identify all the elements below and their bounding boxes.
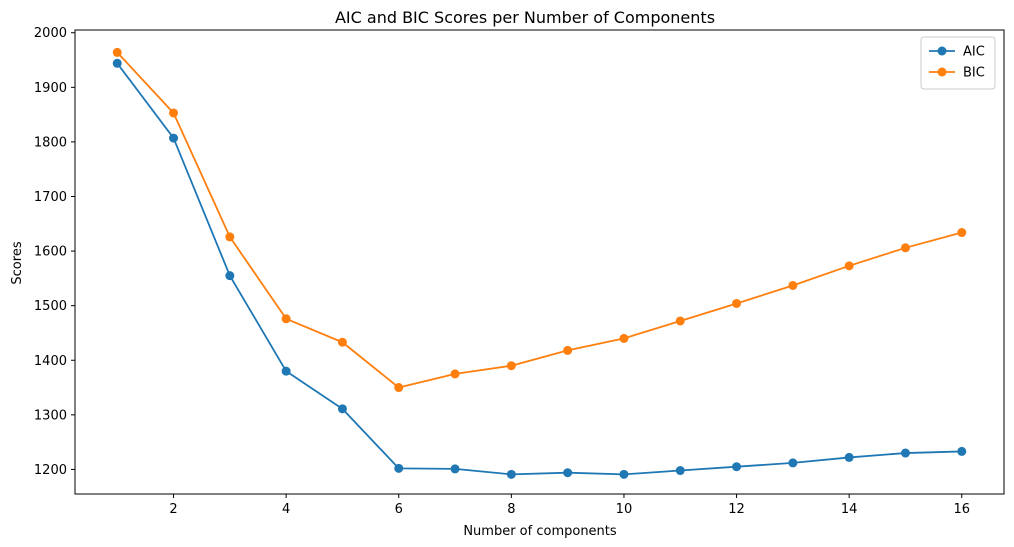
aic-data-point bbox=[900, 448, 910, 458]
bic-data-point bbox=[281, 314, 291, 324]
legend: AIC BIC bbox=[920, 36, 996, 90]
y-tick-label: 1700 bbox=[34, 190, 67, 205]
aic-data-point bbox=[957, 446, 967, 456]
aic-data-point bbox=[619, 469, 629, 479]
bic-data-point bbox=[675, 316, 685, 326]
chart-title: AIC and BIC Scores per Number of Compone… bbox=[335, 8, 715, 27]
x-tick-label: 4 bbox=[282, 502, 290, 517]
bic-data-point bbox=[563, 345, 573, 355]
aic-data-point bbox=[281, 366, 291, 376]
aic-legend-marker bbox=[937, 46, 947, 56]
bic-data-point bbox=[450, 369, 460, 379]
bic-data-point bbox=[619, 333, 629, 343]
aic-data-point bbox=[112, 58, 122, 68]
aic-legend-label: AIC bbox=[963, 45, 985, 60]
bic-data-point bbox=[169, 108, 179, 118]
x-tick-label: 16 bbox=[953, 502, 970, 517]
aic-data-point bbox=[732, 462, 742, 472]
y-tick-label: 1800 bbox=[34, 135, 67, 150]
x-axis-label: Number of components bbox=[463, 524, 617, 539]
y-tick-label: 1600 bbox=[34, 245, 67, 260]
aic-data-point bbox=[675, 466, 685, 476]
bic-data-point bbox=[732, 298, 742, 308]
aic-data-point bbox=[506, 469, 516, 479]
aic-data-point bbox=[788, 458, 798, 468]
bic-data-point bbox=[788, 280, 798, 290]
y-tick-label: 1500 bbox=[34, 299, 67, 314]
bic-data-point bbox=[900, 243, 910, 253]
y-tick-label: 1400 bbox=[34, 354, 67, 369]
axes-layer: 2 4 6 8 10 12 14 16 1200 1300 1400 1500 1600 1700 1800… bbox=[34, 26, 1005, 517]
bic-legend-marker bbox=[937, 67, 947, 77]
y-tick-label: 1300 bbox=[34, 408, 67, 423]
bic-legend-label: BIC bbox=[963, 66, 985, 81]
x-tick-label: 12 bbox=[728, 502, 745, 517]
bic-data-point bbox=[394, 383, 404, 393]
aic-data-point bbox=[169, 133, 179, 143]
x-tick-label: 6 bbox=[395, 502, 403, 517]
series-layer bbox=[112, 47, 967, 479]
aic-data-point bbox=[394, 463, 404, 473]
bic-data-point bbox=[506, 361, 516, 371]
aic-data-point bbox=[337, 404, 347, 414]
x-tick-label: 8 bbox=[507, 502, 515, 517]
y-tick-label: 2000 bbox=[34, 26, 67, 41]
x-tick-label: 2 bbox=[169, 502, 177, 517]
x-tick-label: 10 bbox=[616, 502, 633, 517]
y-tick-label: 1900 bbox=[34, 81, 67, 96]
aic-series-line bbox=[116, 62, 963, 476]
bic-series-line bbox=[116, 51, 963, 389]
y-axis-label: Scores bbox=[10, 241, 25, 284]
aic-data-point bbox=[563, 468, 573, 478]
aic-data-point bbox=[844, 452, 854, 462]
bic-data-point bbox=[337, 337, 347, 347]
aic-data-point bbox=[450, 464, 460, 474]
bic-data-point bbox=[112, 47, 122, 57]
x-tick-label: 14 bbox=[841, 502, 858, 517]
aic-data-point bbox=[225, 271, 235, 281]
plot-frame bbox=[74, 29, 1005, 495]
bic-data-point bbox=[844, 261, 854, 271]
y-tick-label: 1200 bbox=[34, 463, 67, 478]
bic-data-point bbox=[957, 228, 967, 238]
bic-data-point bbox=[225, 232, 235, 242]
